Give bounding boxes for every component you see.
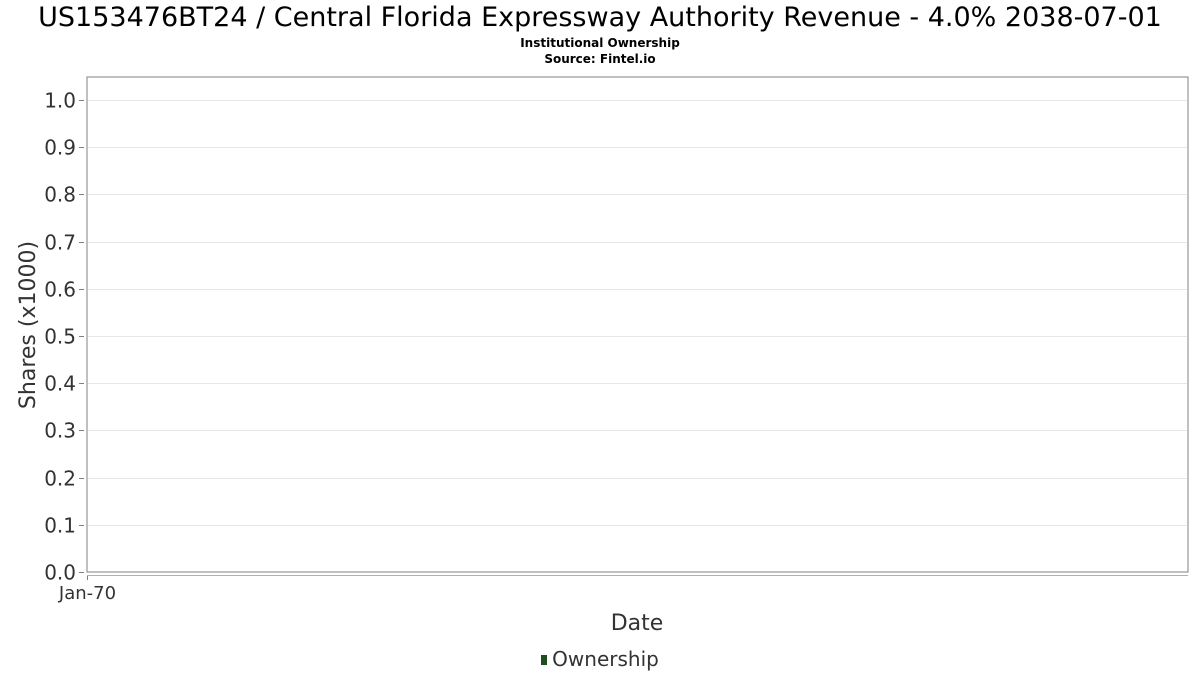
y-tick-label: 0.4: [44, 372, 76, 396]
chart-title: US153476BT24 / Central Florida Expresswa…: [38, 2, 1162, 33]
gridlines: [88, 100, 1187, 526]
legend: Ownership: [0, 646, 1200, 672]
x-axis-label: Date: [611, 611, 664, 636]
y-tick-label: 0.1: [44, 514, 76, 538]
y-tick-label: 0.9: [44, 136, 76, 160]
y-tick-label: 0.3: [44, 419, 76, 443]
y-tick-label: 0.0: [44, 561, 76, 585]
y-tick-label: 0.6: [44, 278, 76, 302]
chart-subtitle-line-2: Source: Fintel.io: [544, 52, 656, 66]
y-axis-label: Shares (x1000): [16, 241, 41, 409]
legend-swatch-ownership: [541, 655, 548, 665]
legend-label-ownership: Ownership: [552, 647, 659, 671]
x-tick-label: Jan-70: [58, 583, 116, 604]
chart-subtitle-line-1: Institutional Ownership: [520, 36, 680, 50]
y-axis-ticks: 0.0 0.1 0.2 0.3 0.4 0.5 0.6 0.7 0.8 0.9 1.0: [44, 89, 84, 585]
y-tick-label: 0.2: [44, 467, 76, 491]
y-tick-label: 0.5: [44, 325, 76, 349]
plot-frame: [86, 76, 1189, 573]
y-tick-label: 0.7: [44, 231, 76, 255]
y-tick-label: 0.8: [44, 183, 76, 207]
x-axis-ticks: Jan-70: [58, 576, 116, 604]
y-tick-label: 1.0: [44, 89, 76, 113]
